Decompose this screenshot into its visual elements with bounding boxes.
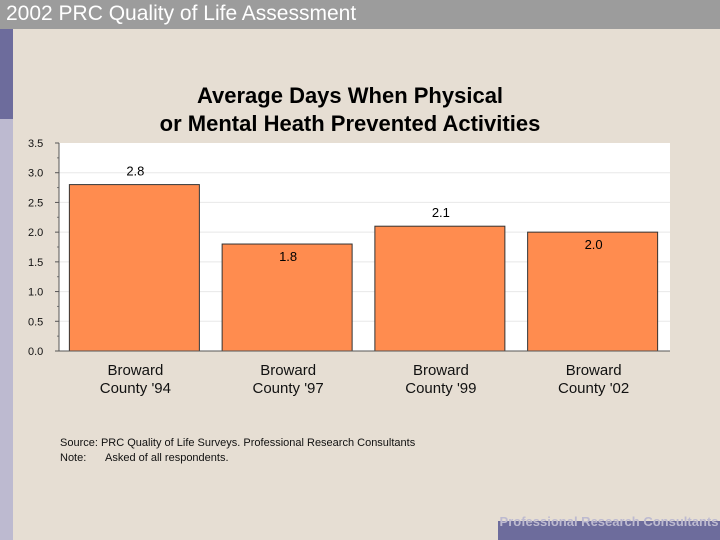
y-tick-label: 1.0 — [28, 287, 43, 299]
bar — [68, 184, 200, 352]
respondent-note: Note: Asked of all respondents. — [60, 451, 415, 466]
x-tick-label: County '99 — [405, 380, 476, 397]
y-tick-label: 2.5 — [28, 197, 43, 209]
brand-text: Professional Research Consultants — [499, 514, 719, 529]
source-note: Source: PRC Quality of Life Surveys. Pro… — [60, 437, 416, 449]
x-tick-label: County '02 — [558, 380, 629, 397]
note-text: Asked of all respondents. — [105, 452, 229, 464]
y-tick-label: 0.5 — [28, 316, 43, 328]
x-tick-label: Broward — [566, 362, 622, 379]
data-label: 2.1 — [432, 205, 450, 220]
bar — [374, 225, 506, 352]
x-tick-label: Broward — [413, 362, 469, 379]
left-strip — [0, 119, 13, 540]
chart-title-line-1: Average Days When Physical — [196, 83, 504, 108]
bar — [221, 243, 353, 352]
y-tick-label: 0.0 — [28, 346, 43, 358]
y-tick-label: 3.0 — [28, 168, 43, 180]
y-tick-label: 1.5 — [28, 257, 43, 269]
chart-title-line-2: or Mental Heath Prevented Activities — [159, 111, 541, 136]
data-label: 2.8 — [126, 164, 144, 179]
y-tick-label: 2.0 — [28, 227, 43, 239]
footnote: Source: PRC Quality of Life Surveys. Pro… — [60, 436, 415, 466]
data-label: 2.0 — [585, 237, 603, 252]
header-bar — [0, 0, 720, 29]
x-tick-label: Broward — [260, 362, 316, 379]
chart-title: Average Days When Physical or Mental Hea… — [110, 82, 590, 138]
x-tick-label: Broward — [107, 362, 163, 379]
slide-title: 2002 PRC Quality of Life Assessment — [6, 2, 357, 25]
y-tick-label: 3.5 — [28, 138, 43, 150]
left-accent-bar — [0, 29, 13, 119]
footer-bar — [498, 521, 720, 540]
x-tick-label: County '94 — [100, 380, 171, 397]
x-tick-label: County '97 — [253, 380, 324, 397]
data-label: 1.8 — [279, 249, 297, 264]
note-label: Note: — [60, 452, 87, 464]
